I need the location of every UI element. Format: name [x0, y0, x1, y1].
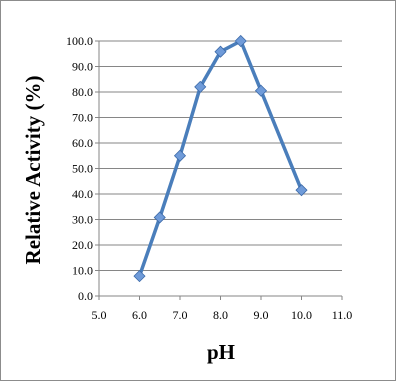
axes — [95, 40, 343, 300]
data-point-marker — [214, 45, 227, 58]
y-tick-label: 100.0 — [66, 34, 93, 48]
y-tick-label: 10.0 — [72, 264, 93, 278]
y-tick-label: 70.0 — [72, 111, 93, 125]
x-tick-label: 9.0 — [254, 308, 269, 322]
x-tick-label: 5.0 — [92, 308, 107, 322]
x-tick-label: 8.0 — [213, 308, 228, 322]
y-tick-label: 0.0 — [78, 289, 93, 303]
data-point-marker — [254, 84, 268, 97]
y-tick-label: 20.0 — [72, 238, 93, 252]
data-point-marker — [153, 211, 166, 224]
data-point-marker — [173, 149, 187, 162]
y-tick-label: 50.0 — [72, 162, 93, 176]
x-tick-label: 7.0 — [173, 308, 188, 322]
data-point-marker — [194, 80, 207, 93]
y-tick-label: 80.0 — [72, 85, 93, 99]
data-point-marker — [133, 270, 146, 283]
series-line — [137, 39, 304, 278]
x-tick-label: 11.0 — [332, 308, 353, 322]
y-tick-label: 30.0 — [72, 213, 93, 227]
y-tick-label: 40.0 — [72, 187, 93, 201]
tick-labels: 0.0 10.0 20.0 30.0 40.0 50.0 60.0 70.0 80.0 90.0 1… — [66, 34, 352, 322]
grid-lines — [99, 40, 342, 271]
y-tick-label: 90.0 — [72, 60, 93, 74]
x-tick-label: 6.0 — [132, 308, 147, 322]
x-tick-label: 10.0 — [291, 308, 312, 322]
series — [133, 34, 308, 283]
x-axis-title: pH — [207, 340, 235, 364]
data-point-marker — [295, 184, 308, 197]
y-tick-label: 60.0 — [72, 136, 93, 150]
y-axis-title: Relative Activity (%) — [21, 76, 45, 265]
data-point-marker — [234, 34, 247, 48]
